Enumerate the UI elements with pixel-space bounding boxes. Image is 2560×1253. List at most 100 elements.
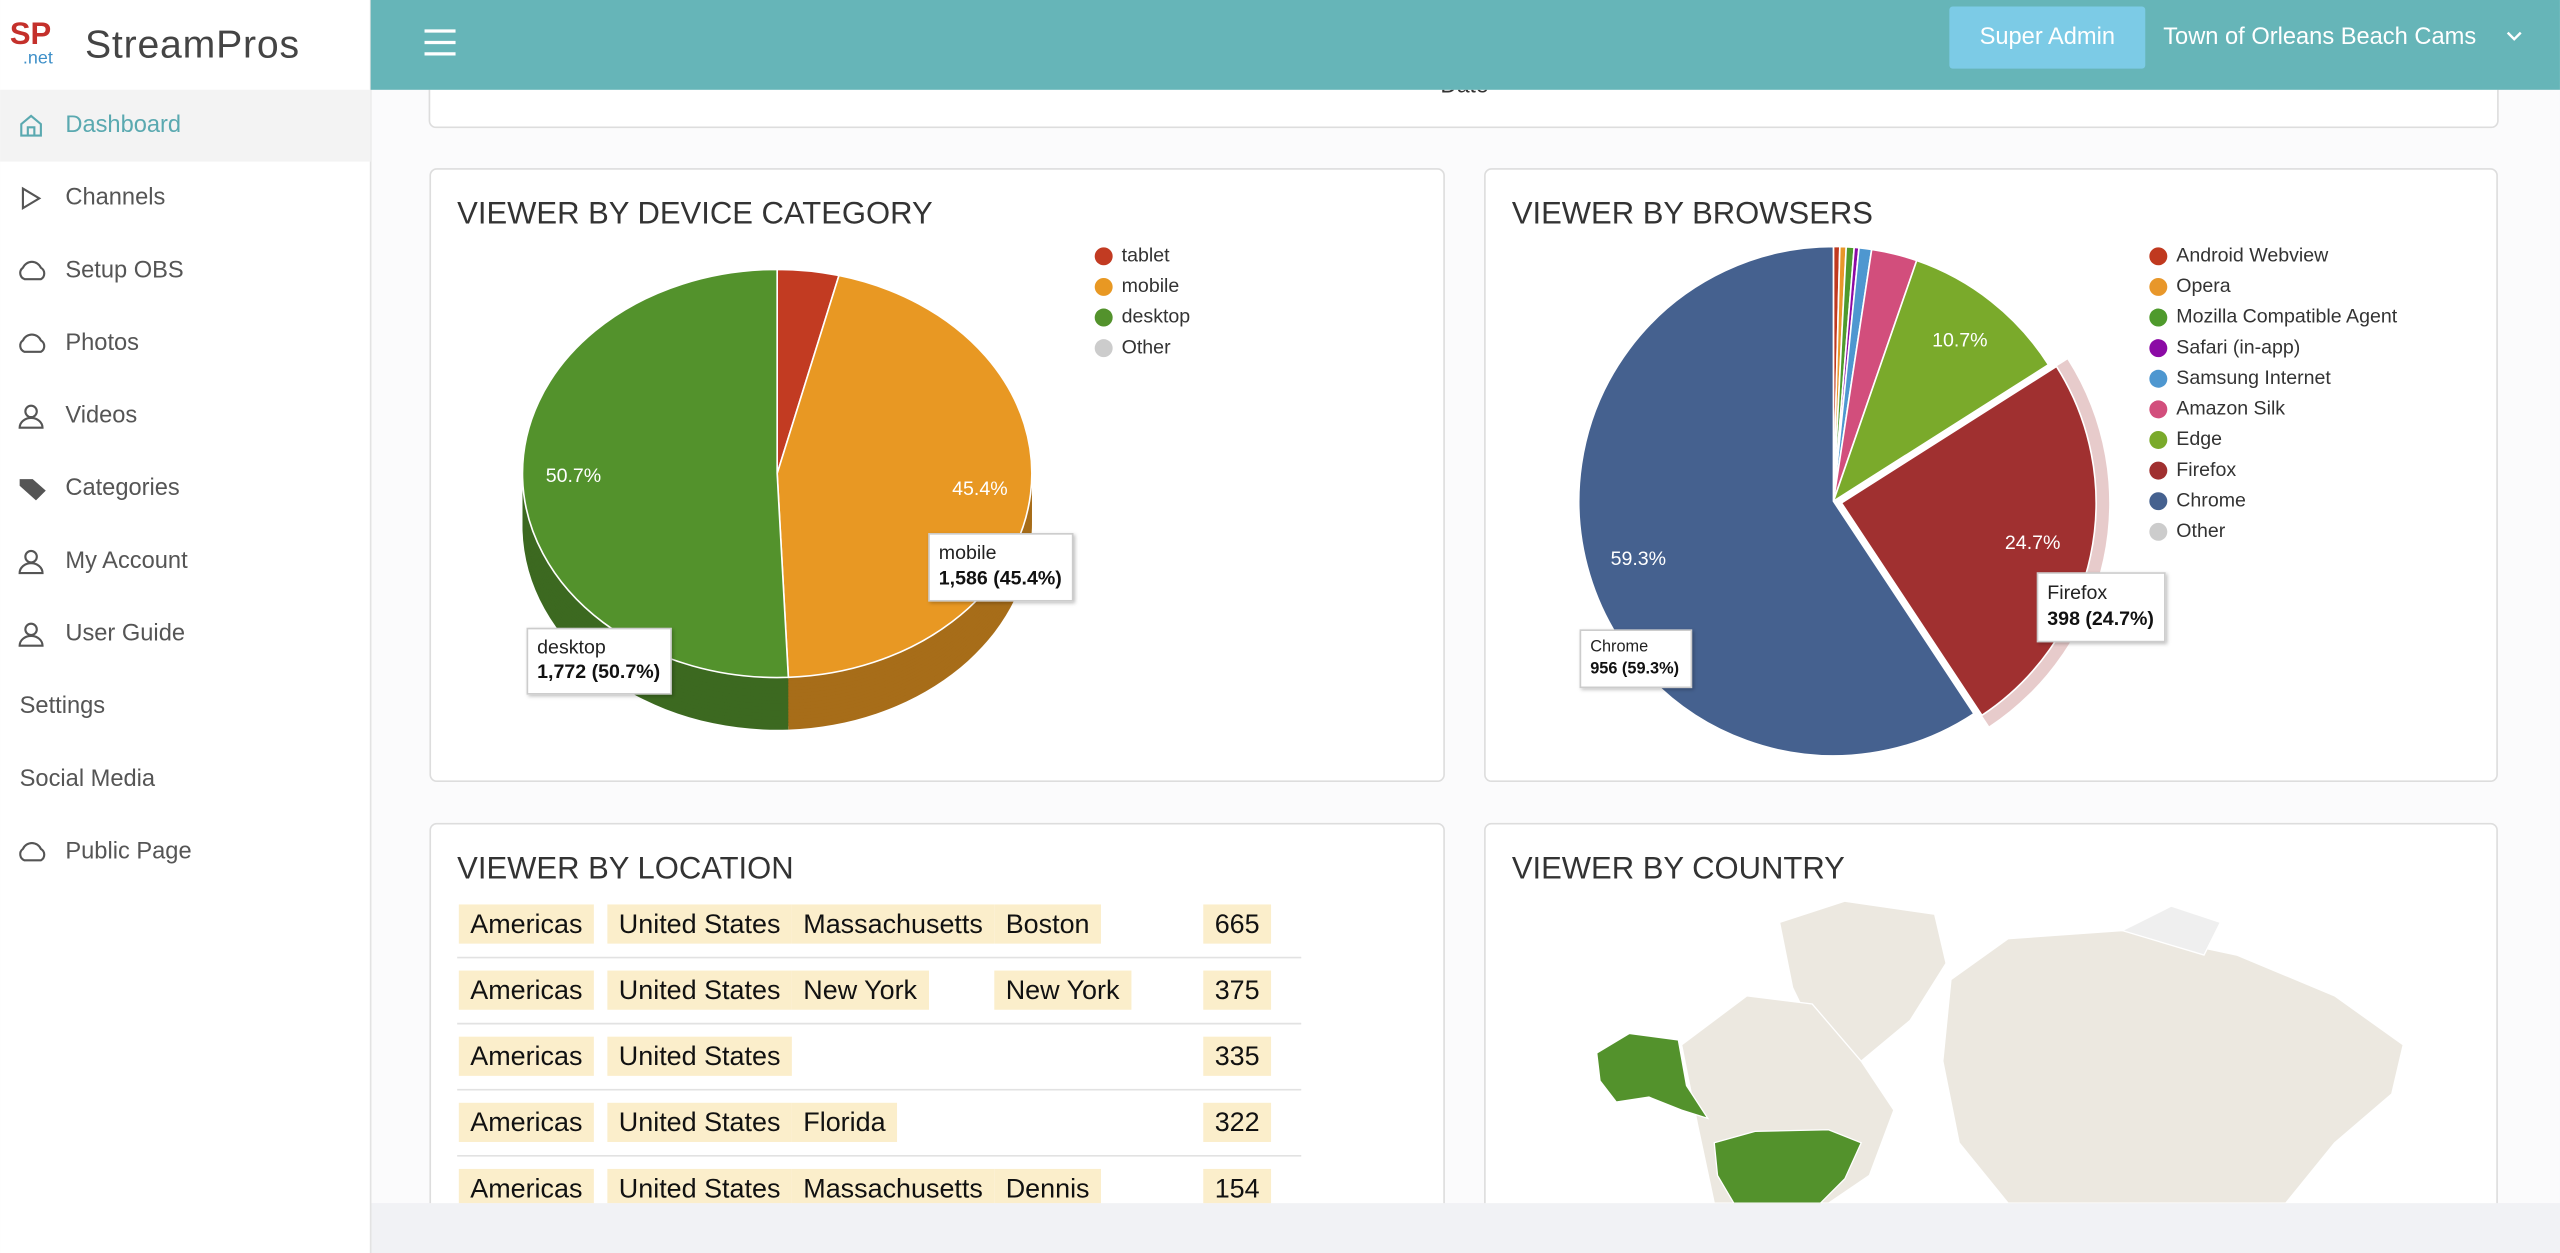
legend-label[interactable]: Firefox (2176, 459, 2236, 481)
legend-item[interactable]: Samsung Internet (2149, 367, 2331, 389)
menu: Dashboard Channels Setup OBS Photos Videos Ca… (18, 112, 192, 864)
legend-label[interactable]: tablet (1122, 244, 1170, 266)
legend-label[interactable]: Chrome (2176, 489, 2246, 511)
account-selector[interactable]: Town of Orleans Beach Cams (2163, 24, 2476, 50)
legend-item[interactable]: tablet (1094, 244, 1170, 266)
legend-item[interactable]: Safari (in-app) (2149, 336, 2300, 358)
icon[interactable] (19, 333, 46, 353)
icon[interactable] (18, 416, 44, 429)
menu-label[interactable]: Categories (65, 475, 179, 501)
legend-item[interactable]: Other (2149, 520, 2226, 542)
tooltip-name: mobile (939, 542, 997, 564)
menu-item[interactable]: Categories (19, 475, 180, 501)
legend-swatch[interactable] (2149, 369, 2168, 388)
legend-swatch[interactable] (1094, 339, 1113, 358)
card-title: VIEWER BY LOCATION (457, 850, 793, 885)
cell-highlight (458, 904, 594, 944)
icon[interactable] (20, 114, 42, 137)
menu-label[interactable]: Setup OBS (65, 257, 183, 283)
menu-label[interactable]: User Guide (65, 621, 185, 647)
menu-label[interactable]: My Account (65, 548, 188, 574)
legend-label[interactable]: Amazon Silk (2176, 398, 2285, 420)
menu-label[interactable]: Videos (65, 403, 137, 429)
legend-item[interactable]: Edge (2149, 428, 2222, 450)
cell-highlight (994, 1168, 1101, 1204)
tooltip: desktop 1,772 (50.7%) (526, 627, 672, 695)
icon[interactable] (18, 634, 44, 647)
legend-swatch[interactable] (2149, 430, 2168, 449)
menu-item[interactable]: Social Media (20, 766, 156, 792)
menu-label[interactable]: Social Media (20, 766, 156, 792)
menu-item[interactable]: Dashboard (20, 112, 181, 138)
table-cell: 335 (1215, 1041, 1260, 1071)
table-cell: 375 (1215, 975, 1260, 1005)
cell-highlight (458, 1102, 594, 1142)
menu-item[interactable]: User Guide (18, 621, 185, 647)
legend-label[interactable]: Safari (in-app) (2176, 336, 2300, 358)
role-button-label[interactable]: Super Admin (1980, 24, 2115, 50)
legend-label[interactable]: Edge (2176, 428, 2222, 450)
icon[interactable] (21, 186, 42, 211)
icon[interactable] (19, 479, 46, 501)
legend-item[interactable]: Android Webview (2149, 244, 2329, 266)
legend-swatch[interactable] (1094, 308, 1113, 327)
legend-label[interactable]: Opera (2176, 275, 2231, 297)
legend-label[interactable]: desktop (1122, 306, 1191, 328)
legend-swatch[interactable] (1094, 247, 1113, 266)
cell-highlight (607, 970, 792, 1010)
legend-swatch[interactable] (2149, 247, 2168, 266)
menu-label[interactable]: Photos (65, 330, 139, 356)
icon[interactable] (18, 562, 44, 575)
legend-swatch[interactable] (2149, 277, 2168, 296)
cell-highlight (994, 904, 1101, 944)
menu-item[interactable]: Channels (21, 185, 165, 211)
legend-item[interactable]: mobile (1094, 275, 1180, 297)
table-cell: Florida (803, 1107, 885, 1137)
cell-highlight (458, 1168, 594, 1204)
hamburger[interactable] (424, 29, 456, 56)
legend-label[interactable]: Android Webview (2176, 244, 2329, 266)
legend-swatch[interactable] (2149, 492, 2168, 511)
legend-item[interactable]: Firefox (2149, 459, 2236, 481)
menu-label[interactable]: Dashboard (65, 112, 181, 138)
menu-label[interactable]: Channels (65, 185, 165, 211)
menu-item[interactable]: Videos (18, 403, 138, 429)
legend-label[interactable]: Samsung Internet (2176, 367, 2331, 389)
legend-label[interactable]: Mozilla Compatible Agent (2176, 306, 2397, 328)
legend-swatch[interactable] (2149, 308, 2168, 327)
table-cell: 665 (1215, 909, 1260, 939)
table-cell: Americas (470, 909, 582, 939)
tooltip-name: desktop (537, 636, 606, 658)
legend-item[interactable]: Amazon Silk (2149, 398, 2285, 420)
legend-label[interactable]: mobile (1122, 275, 1180, 297)
sidebar (0, 0, 371, 1253)
legend-swatch[interactable] (2149, 461, 2168, 480)
table-cell: 322 (1215, 1107, 1260, 1137)
menu-item[interactable]: My Account (18, 548, 188, 575)
menu-item[interactable]: Photos (19, 330, 139, 356)
legend-item[interactable]: Other (1094, 336, 1171, 358)
tooltip-name: Chrome (1590, 638, 1648, 656)
icon[interactable] (19, 842, 46, 862)
legend-swatch[interactable] (1094, 277, 1113, 296)
legend-item[interactable]: desktop (1094, 306, 1191, 328)
menu-item[interactable]: Settings (20, 693, 105, 719)
legend-label[interactable]: Other (2176, 520, 2225, 542)
legend-swatch[interactable] (2149, 522, 2168, 541)
role-button[interactable] (1949, 6, 2146, 69)
legend-item[interactable]: Opera (2149, 275, 2231, 297)
legend-item[interactable]: Mozilla Compatible Agent (2149, 306, 2398, 328)
legend-item[interactable]: Chrome (2149, 489, 2246, 511)
legend-label[interactable]: Other (1122, 336, 1171, 358)
menu-label[interactable]: Settings (20, 693, 105, 719)
legend-swatch[interactable] (2149, 339, 2168, 358)
menu-item[interactable]: Public Page (19, 838, 192, 864)
cell-highlight (791, 1102, 898, 1142)
icon[interactable] (19, 260, 46, 281)
menu-label[interactable]: Public Page (65, 838, 191, 864)
legend-swatch[interactable] (2149, 400, 2168, 419)
cell-highlight (607, 1036, 792, 1076)
cell-highlight (791, 904, 995, 944)
chevron[interactable] (2506, 31, 2522, 41)
menu-item[interactable]: Setup OBS (19, 257, 184, 283)
